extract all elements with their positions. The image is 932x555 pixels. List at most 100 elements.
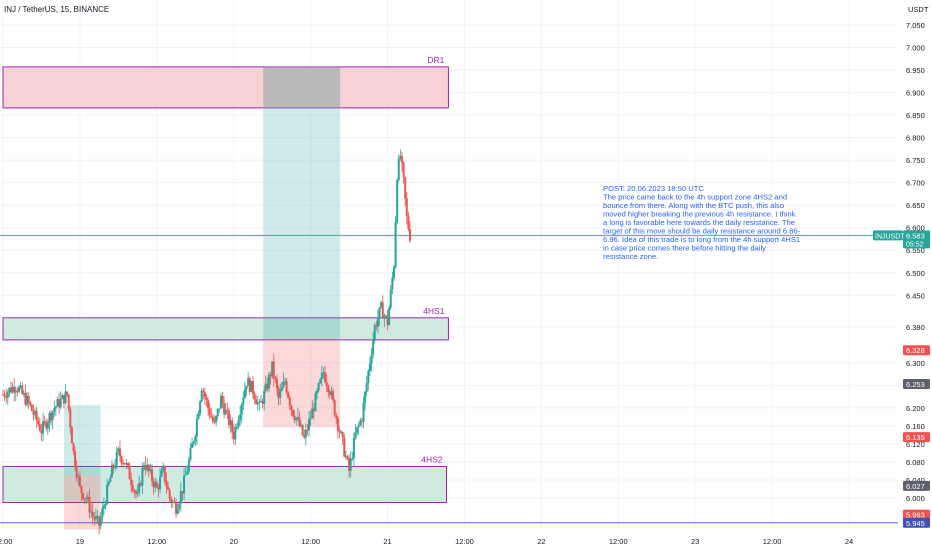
candle-down: [139, 482, 142, 486]
position-stop-zone: [263, 339, 341, 428]
candle-up: [258, 401, 261, 403]
candle-up: [114, 465, 117, 468]
candle-down: [152, 481, 155, 488]
candle-down: [67, 394, 70, 410]
candle-up: [295, 417, 298, 421]
candle-up: [18, 387, 21, 392]
candle-down: [306, 429, 309, 431]
candle-down: [134, 491, 137, 494]
candle-up: [237, 420, 240, 427]
price-label-bg: [903, 432, 930, 443]
candle-up: [311, 408, 314, 419]
candle-down: [50, 413, 53, 421]
price-label-bg: [903, 509, 930, 520]
candle-up: [263, 390, 266, 404]
candle-up: [309, 418, 312, 420]
candle-up: [229, 420, 232, 426]
candle-up: [159, 476, 162, 490]
candle-up: [186, 471, 189, 475]
candle-up: [282, 381, 285, 388]
currency-label: USDT: [908, 5, 929, 14]
candle-up: [372, 339, 375, 355]
annotation-line: moved higher breaking the previous 4h re…: [603, 210, 796, 219]
candle-up: [59, 398, 62, 408]
candle-up: [256, 402, 259, 405]
candle-down: [275, 379, 278, 389]
candle-up: [304, 429, 307, 438]
candle-up: [77, 476, 80, 478]
candle-up: [319, 379, 322, 384]
candle-up: [388, 307, 391, 326]
candle-up: [284, 381, 286, 383]
candle-up: [314, 393, 317, 412]
candle-up: [171, 501, 174, 503]
candle-down: [173, 501, 176, 503]
x-tick-label: 12:00: [763, 537, 782, 546]
candle-down: [341, 432, 344, 438]
candle-up: [365, 383, 368, 392]
candle-down: [272, 361, 275, 378]
zone-dr1: [2, 66, 449, 109]
candle-down: [16, 390, 19, 392]
candle-up: [344, 456, 347, 458]
candle-up: [317, 383, 320, 391]
y-tick-label: 6.300: [906, 359, 925, 368]
candle-down: [348, 458, 351, 471]
y-tick-label: 6.040: [906, 476, 925, 485]
candle-down: [147, 464, 150, 471]
y-tick-label: 6.750: [906, 156, 925, 165]
candle-down: [165, 481, 168, 487]
candle-up: [101, 508, 104, 518]
candle-up: [8, 387, 11, 393]
candle-down: [74, 451, 77, 468]
candle-up: [364, 391, 367, 403]
candle-down: [360, 420, 363, 422]
candle-up: [46, 423, 49, 429]
candle-down: [248, 378, 251, 392]
x-tick-label: 12:00: [609, 537, 628, 546]
candle-up: [141, 467, 144, 486]
candle-up: [368, 363, 371, 371]
symbol-title: INJ / TetherUS, 15, BINANCE: [4, 5, 109, 14]
price-label: 6.583: [906, 231, 925, 240]
candle-down: [70, 427, 73, 444]
candle-down: [232, 431, 235, 440]
y-tick-label: 6.200: [906, 404, 925, 413]
candle-down: [301, 424, 304, 436]
x-tick-label: 12:00: [147, 537, 166, 546]
candle-up: [117, 448, 120, 452]
candle-down: [123, 463, 126, 465]
candle-down: [27, 395, 30, 403]
candle-down: [167, 486, 170, 490]
candle-up: [391, 277, 394, 290]
candle-up: [96, 516, 99, 518]
annotation-line: bounce from there. Along with the BTC pu…: [603, 201, 784, 210]
candle-up: [94, 516, 97, 520]
position-target-overlap: [263, 66, 341, 108]
candle-down: [231, 420, 234, 432]
candle-down: [181, 491, 184, 494]
annotation-line: a long is favorable here towards the dai…: [603, 218, 795, 227]
y-tick-label: 6.650: [906, 201, 925, 210]
candle-up: [308, 419, 311, 431]
candle-up: [359, 420, 362, 425]
candle-up: [104, 504, 107, 506]
candle-down: [266, 383, 269, 389]
x-tick-label: 12:00: [0, 537, 12, 546]
candle-down: [69, 409, 72, 428]
candle-up: [106, 484, 109, 505]
candle-down: [93, 516, 96, 520]
annotation-line: in case price comes there before hitting…: [603, 244, 766, 253]
candle-up: [357, 424, 360, 427]
candle-down: [126, 463, 129, 466]
candle-down: [88, 497, 91, 513]
candle-down: [221, 395, 224, 404]
candle-up: [54, 406, 57, 409]
candle-up: [6, 392, 9, 398]
candle-down: [203, 392, 206, 398]
candle-down: [66, 391, 69, 395]
candle-up: [178, 503, 181, 510]
price-label: 5.963: [906, 511, 925, 520]
candle-up: [373, 325, 376, 340]
